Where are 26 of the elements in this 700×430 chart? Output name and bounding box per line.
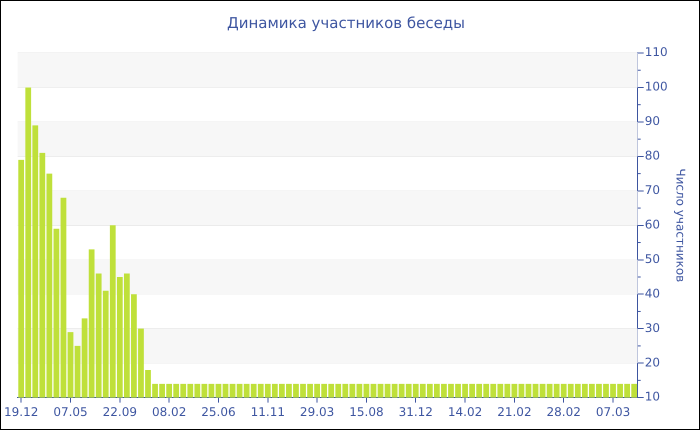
x-tick-label: 28.02	[546, 404, 581, 419]
x-tick-label: 07.05	[53, 404, 88, 419]
y-tick-label: 60	[644, 217, 660, 232]
y-tick-label: 10	[644, 390, 660, 404]
x-tick-label: 08.02	[152, 404, 186, 419]
y-tick-label: 20	[644, 355, 660, 370]
x-tick-label: 19.12	[4, 404, 38, 419]
x-tick-label: 07.03	[596, 404, 630, 419]
y-tick-label: 40	[644, 286, 660, 300]
x-tick-label: 22.09	[102, 404, 137, 419]
y-tick-label: 30	[644, 320, 660, 335]
y-tick-label: 70	[644, 182, 660, 197]
y-axis-title: Число участников	[674, 168, 688, 282]
x-tick-label: 29.03	[300, 404, 334, 419]
y-tick-label: 50	[644, 252, 660, 266]
x-tick-label: 14.02	[448, 404, 482, 419]
y-tick-label: 110	[644, 45, 668, 60]
y-tick-label: 80	[644, 148, 660, 163]
x-tick-label: 25.06	[201, 404, 236, 419]
chart-title: Динамика участников беседы	[226, 14, 466, 32]
x-tick-label: 21.02	[497, 404, 532, 419]
y-tick-label: 100	[644, 80, 668, 94]
y-tick-label: 90	[644, 114, 660, 128]
x-tick-label: 15.08	[349, 404, 384, 419]
x-tick-label: 11.11	[250, 404, 285, 419]
x-tick-label: 31.12	[398, 404, 433, 419]
